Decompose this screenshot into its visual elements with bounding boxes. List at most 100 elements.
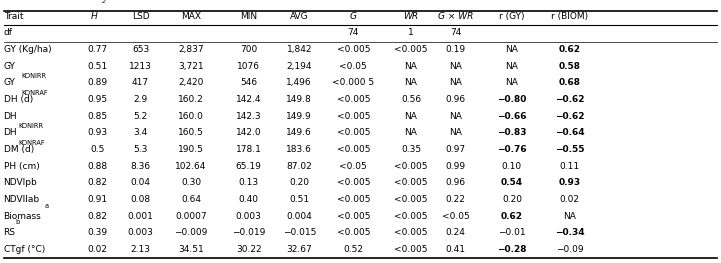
Text: NA: NA: [449, 78, 462, 87]
Text: NA: NA: [505, 45, 518, 54]
Text: NA: NA: [404, 112, 417, 121]
Text: 0.91: 0.91: [87, 195, 107, 204]
Text: 8.36: 8.36: [131, 162, 151, 171]
Text: 0.04: 0.04: [131, 178, 151, 187]
Text: DH: DH: [4, 112, 17, 121]
Text: 0.82: 0.82: [87, 178, 107, 187]
Text: <0.005: <0.005: [394, 45, 428, 54]
Text: 3,721: 3,721: [178, 62, 204, 71]
Text: 0.02: 0.02: [559, 195, 580, 204]
Text: MAX: MAX: [181, 12, 201, 21]
Text: 0.20: 0.20: [502, 195, 522, 204]
Text: 0.68: 0.68: [559, 78, 580, 87]
Text: NDVIpb: NDVIpb: [4, 178, 37, 187]
Text: 653: 653: [132, 45, 149, 54]
Text: <0.005: <0.005: [337, 228, 370, 237]
Text: −0.015: −0.015: [283, 228, 316, 237]
Text: 0.004: 0.004: [286, 212, 312, 221]
Text: LSD: LSD: [132, 12, 149, 21]
Text: 34.51: 34.51: [178, 245, 204, 254]
Text: −0.09: −0.09: [556, 245, 583, 254]
Text: 0.51: 0.51: [87, 62, 107, 71]
Text: 1076: 1076: [237, 62, 260, 71]
Text: 0.93: 0.93: [559, 178, 580, 187]
Text: 0.11: 0.11: [559, 162, 580, 171]
Text: −0.83: −0.83: [497, 128, 526, 137]
Text: 0.02: 0.02: [87, 245, 107, 254]
Text: 32.67: 32.67: [286, 245, 312, 254]
Text: <0.005: <0.005: [394, 195, 428, 204]
Text: 0.77: 0.77: [87, 45, 107, 54]
Text: KONIRR: KONIRR: [18, 123, 43, 129]
Text: 0.95: 0.95: [87, 95, 107, 104]
Text: 160.5: 160.5: [178, 128, 204, 137]
Text: 3.4: 3.4: [133, 128, 148, 137]
Text: 183.6: 183.6: [286, 145, 312, 154]
Text: 0.39: 0.39: [87, 228, 107, 237]
Text: 0.62: 0.62: [501, 212, 523, 221]
Text: 190.5: 190.5: [178, 145, 204, 154]
Text: G × WR: G × WR: [438, 12, 474, 21]
Text: 142.4: 142.4: [236, 95, 262, 104]
Text: G: G: [350, 12, 357, 21]
Text: 0.24: 0.24: [446, 228, 466, 237]
Text: RS: RS: [4, 228, 16, 237]
Text: WR: WR: [404, 12, 418, 21]
Text: <0.005: <0.005: [337, 45, 370, 54]
Text: <0.005: <0.005: [337, 178, 370, 187]
Text: 0.93: 0.93: [87, 128, 107, 137]
Text: KONRAF: KONRAF: [21, 90, 48, 96]
Text: Trait: Trait: [4, 12, 23, 21]
Text: −0.34: −0.34: [554, 228, 585, 237]
Text: 5.2: 5.2: [133, 112, 148, 121]
Text: 2,837: 2,837: [178, 45, 204, 54]
Text: −0.009: −0.009: [174, 228, 208, 237]
Text: DH (d): DH (d): [4, 95, 33, 104]
Text: <0.005: <0.005: [337, 128, 370, 137]
Text: −0.66: −0.66: [497, 112, 526, 121]
Text: r (GY): r (GY): [499, 12, 525, 21]
Text: NA: NA: [404, 62, 417, 71]
Text: 0.96: 0.96: [446, 95, 466, 104]
Text: 160.2: 160.2: [178, 95, 204, 104]
Text: 0.52: 0.52: [343, 245, 363, 254]
Text: 0.003: 0.003: [128, 228, 154, 237]
Text: NA: NA: [449, 128, 462, 137]
Text: 0.40: 0.40: [239, 195, 259, 204]
Text: <0.05: <0.05: [442, 212, 469, 221]
Text: NA: NA: [505, 62, 518, 71]
Text: NA: NA: [449, 112, 462, 121]
Text: NA: NA: [505, 78, 518, 87]
Text: −0.019: −0.019: [232, 228, 265, 237]
Text: 700: 700: [240, 45, 257, 54]
Text: 5.3: 5.3: [133, 145, 148, 154]
Text: MIN: MIN: [240, 12, 257, 21]
Text: NDVIlab: NDVIlab: [4, 195, 40, 204]
Text: 417: 417: [132, 78, 149, 87]
Text: 0.56: 0.56: [401, 95, 421, 104]
Text: 0.62: 0.62: [559, 45, 580, 54]
Text: <0.005: <0.005: [394, 228, 428, 237]
Text: 65.19: 65.19: [236, 162, 262, 171]
Text: a: a: [45, 203, 49, 209]
Text: 160.0: 160.0: [178, 112, 204, 121]
Text: 0.19: 0.19: [446, 45, 466, 54]
Text: DM (d): DM (d): [4, 145, 34, 154]
Text: 2,420: 2,420: [178, 78, 204, 87]
Text: −0.55: −0.55: [555, 145, 584, 154]
Text: AVG: AVG: [290, 12, 309, 21]
Text: <0.005: <0.005: [337, 145, 370, 154]
Text: <0.000 5: <0.000 5: [332, 78, 374, 87]
Text: 0.001: 0.001: [128, 212, 154, 221]
Text: −0.62: −0.62: [555, 112, 584, 121]
Text: GY: GY: [4, 78, 15, 87]
Text: <0.005: <0.005: [337, 112, 370, 121]
Text: 0.89: 0.89: [87, 78, 107, 87]
Text: 2,194: 2,194: [286, 62, 312, 71]
Text: 149.6: 149.6: [286, 128, 312, 137]
Text: 149.8: 149.8: [286, 95, 312, 104]
Text: 2: 2: [102, 0, 106, 4]
Text: df: df: [4, 28, 12, 37]
Text: 0.41: 0.41: [446, 245, 466, 254]
Text: 0.85: 0.85: [87, 112, 107, 121]
